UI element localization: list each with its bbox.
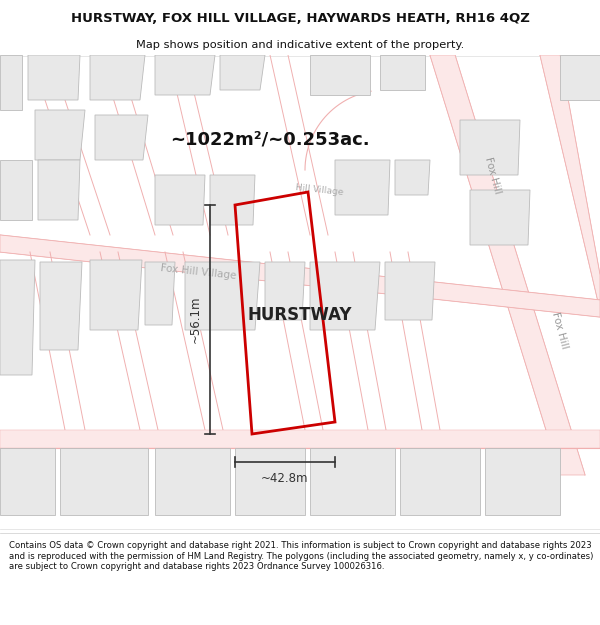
Polygon shape <box>145 262 175 325</box>
Polygon shape <box>310 55 370 95</box>
Polygon shape <box>0 235 600 317</box>
Polygon shape <box>0 448 55 515</box>
Text: Hill Village: Hill Village <box>295 183 344 197</box>
Polygon shape <box>310 448 395 515</box>
Polygon shape <box>235 448 305 515</box>
Polygon shape <box>460 120 520 175</box>
Polygon shape <box>185 262 260 330</box>
Text: ~56.1m: ~56.1m <box>189 296 202 343</box>
Polygon shape <box>395 160 430 195</box>
Polygon shape <box>38 160 80 220</box>
Polygon shape <box>0 55 22 110</box>
Text: Map shows position and indicative extent of the property.: Map shows position and indicative extent… <box>136 39 464 49</box>
Text: ~42.8m: ~42.8m <box>261 472 309 485</box>
Polygon shape <box>385 262 435 320</box>
Polygon shape <box>40 262 82 350</box>
Polygon shape <box>540 55 600 310</box>
Polygon shape <box>265 262 305 320</box>
Polygon shape <box>335 160 390 215</box>
Polygon shape <box>95 115 148 160</box>
Polygon shape <box>430 55 585 475</box>
Polygon shape <box>560 55 600 100</box>
Text: Fox Hill: Fox Hill <box>550 311 569 349</box>
Text: HURSTWAY, FOX HILL VILLAGE, HAYWARDS HEATH, RH16 4QZ: HURSTWAY, FOX HILL VILLAGE, HAYWARDS HEA… <box>71 12 529 25</box>
Polygon shape <box>220 55 265 90</box>
Polygon shape <box>35 110 85 160</box>
Text: Fox Hill: Fox Hill <box>484 156 503 194</box>
Polygon shape <box>470 190 530 245</box>
Text: Fox Hill Village: Fox Hill Village <box>160 263 237 281</box>
Text: ~1022m²/~0.253ac.: ~1022m²/~0.253ac. <box>170 131 370 149</box>
Polygon shape <box>0 430 600 448</box>
Polygon shape <box>0 260 35 375</box>
Polygon shape <box>210 175 255 225</box>
Text: Contains OS data © Crown copyright and database right 2021. This information is : Contains OS data © Crown copyright and d… <box>9 541 593 571</box>
Polygon shape <box>380 55 425 90</box>
Polygon shape <box>155 175 205 225</box>
Polygon shape <box>310 262 380 330</box>
Polygon shape <box>0 160 32 220</box>
Polygon shape <box>90 260 142 330</box>
Polygon shape <box>90 55 145 100</box>
Text: HURSTWAY: HURSTWAY <box>248 306 352 324</box>
Polygon shape <box>155 448 230 515</box>
Polygon shape <box>28 55 80 100</box>
Polygon shape <box>485 448 560 515</box>
Polygon shape <box>400 448 480 515</box>
Polygon shape <box>60 448 148 515</box>
Polygon shape <box>155 55 215 95</box>
